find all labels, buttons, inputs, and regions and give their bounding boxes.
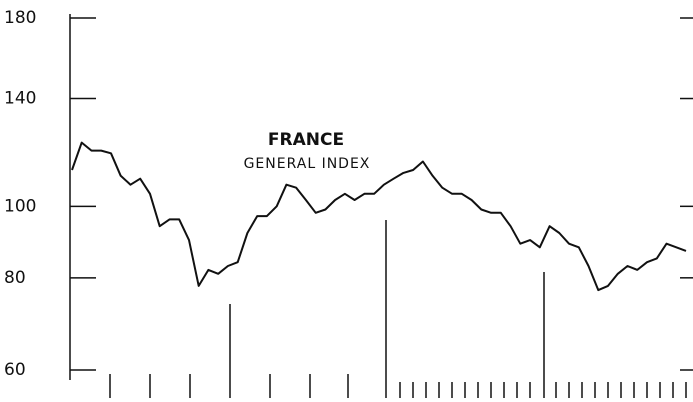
y-tick-label: 180 [4,8,36,28]
chart-subtitle: GENERAL INDEX [244,156,371,172]
y-tick-label: 140 [4,89,36,109]
y-tick-label: 100 [4,196,36,216]
y-tick-label: 60 [4,360,26,380]
index-line [71,141,687,292]
chart-title: FRANCE [268,130,344,150]
y-tick-label: 80 [4,268,26,288]
